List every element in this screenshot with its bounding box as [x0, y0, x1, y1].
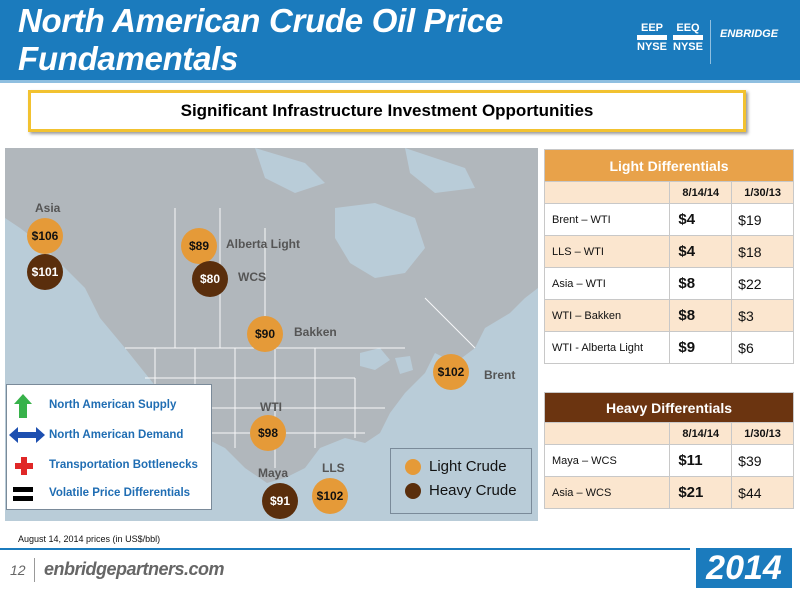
legend-volatile: Volatile Price Differentials — [7, 481, 213, 507]
enbridge-logo: ENBRIDGE — [720, 28, 779, 40]
lls-label: LLS — [322, 461, 345, 475]
maya-label: Maya — [258, 466, 289, 480]
footer-divider — [34, 558, 35, 582]
title-line-2: Fundamentals — [18, 40, 239, 77]
header-banner: North American Crude Oil Price Fundament… — [0, 0, 800, 80]
wcs-price: $80 — [192, 261, 228, 297]
map-outline — [5, 148, 538, 521]
wti-label: WTI — [260, 400, 282, 414]
asia-light-price: $106 — [27, 218, 63, 254]
legend-bottlenecks: Transportation Bottlenecks — [7, 453, 213, 479]
blue-double-arrow-icon — [9, 427, 45, 443]
legend-demand: North American Demand — [7, 423, 213, 449]
lls-price: $102 — [312, 478, 348, 514]
table-row: WTI – Bakken $8 $3 — [543, 299, 794, 332]
logo-divider — [710, 20, 711, 64]
table-row: Brent – WTI $4 $19 — [543, 203, 794, 236]
light-differentials-table: Light Differentials 8/14/14 1/30/13 Bren… — [543, 149, 794, 364]
website-link[interactable]: enbridgepartners.com — [44, 559, 225, 579]
table-row: WTI - Alberta Light $9 $6 — [543, 331, 794, 364]
maya-price: $91 — [262, 483, 298, 519]
alberta-light-price: $89 — [181, 228, 217, 264]
footer-rule — [0, 548, 690, 550]
heavy-date-2: 1/30/13 — [731, 422, 794, 445]
table-row: Maya – WCS $11 $39 — [543, 444, 794, 477]
slide-title: North American Crude Oil Price Fundament… — [18, 2, 503, 78]
light-crude-swatch — [405, 459, 421, 475]
price-footnote: August 14, 2014 prices (in US$/bbl) — [18, 534, 161, 544]
heavy-differentials-table: Heavy Differentials 8/14/14 1/30/13 Maya… — [543, 392, 794, 509]
heavy-crude-swatch — [405, 483, 421, 499]
subtitle-text: Significant Infrastructure Investment Op… — [180, 101, 594, 120]
bakken-price: $90 — [247, 316, 283, 352]
crude-legend: Light Crude Heavy Crude — [390, 448, 532, 514]
table-row: LLS – WTI $4 $18 — [543, 235, 794, 268]
bakken-label: Bakken — [294, 325, 337, 339]
equals-icon — [13, 487, 33, 501]
light-differentials-title: Light Differentials — [544, 149, 794, 182]
page-number: 12 — [10, 562, 26, 578]
asia-label: Asia — [35, 201, 61, 215]
table-row: Asia – WCS $21 $44 — [543, 476, 794, 509]
alberta-light-label: Alberta Light — [226, 237, 300, 251]
brent-label: Brent — [484, 368, 516, 382]
impact-legend: North American Supply North American Dem… — [6, 384, 212, 510]
legend-supply: North American Supply — [7, 393, 213, 419]
light-date-1: 8/14/14 — [669, 181, 733, 204]
brent-price: $102 — [433, 354, 469, 390]
eeq-logo: EEQ NYSE — [673, 22, 703, 53]
heavy-differentials-title: Heavy Differentials — [544, 392, 794, 423]
asia-heavy-price: $101 — [27, 254, 63, 290]
light-date-2: 1/30/13 — [731, 181, 794, 204]
wcs-label: WCS — [238, 270, 266, 284]
green-up-arrow-icon — [14, 394, 32, 418]
header-underline — [0, 80, 800, 83]
red-cross-icon — [15, 457, 33, 475]
wti-price: $98 — [250, 415, 286, 451]
heavy-date-1: 8/14/14 — [669, 422, 733, 445]
table-row: Asia – WTI $8 $22 — [543, 267, 794, 300]
subtitle-box: Significant Infrastructure Investment Op… — [28, 90, 746, 132]
year-badge: 2014 — [696, 548, 792, 588]
title-line-1: North American Crude Oil Price — [18, 2, 503, 39]
eep-logo: EEP NYSE — [637, 22, 667, 53]
